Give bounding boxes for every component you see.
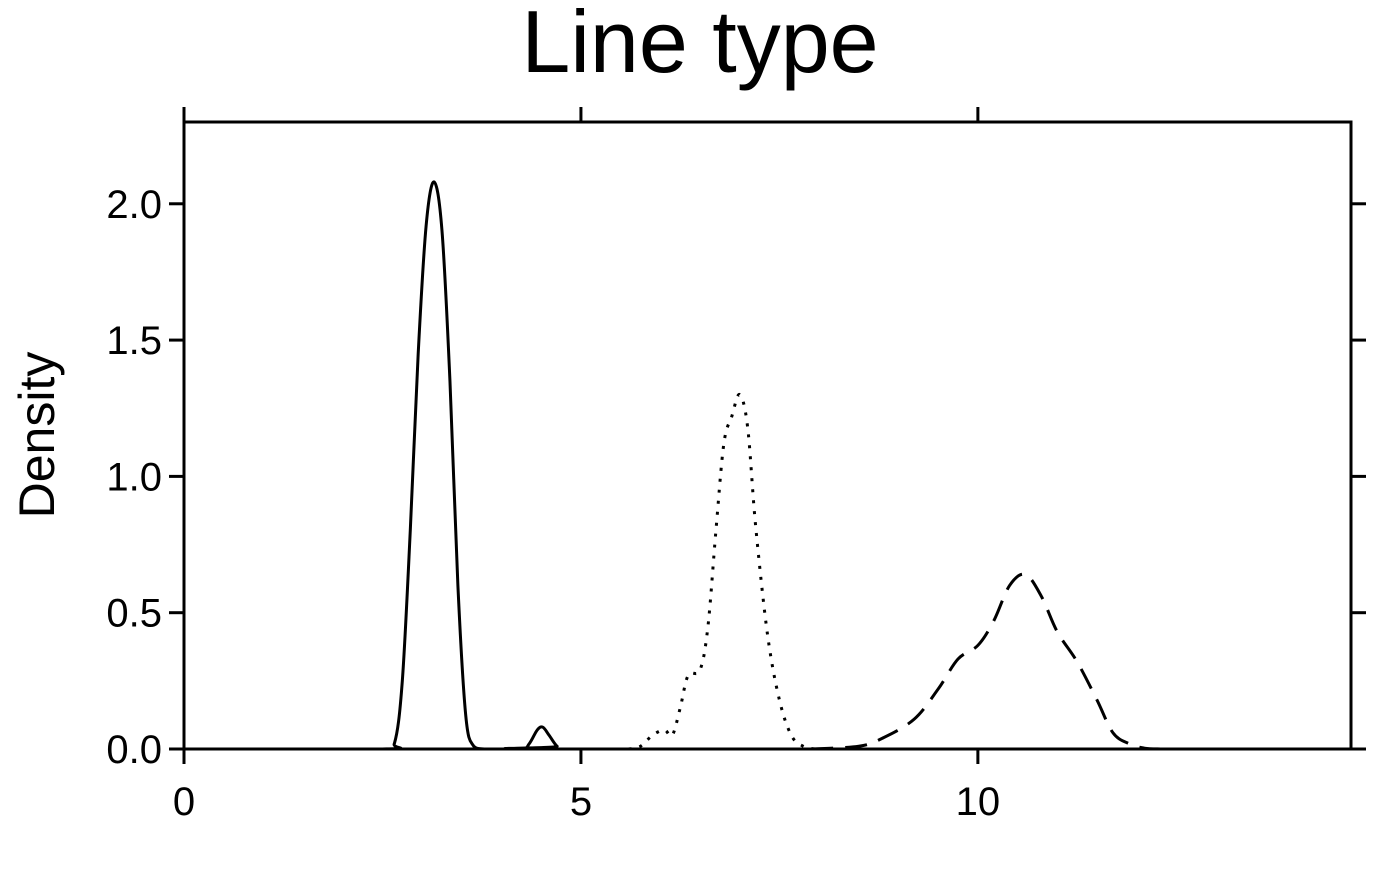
- chart-title: Line type: [521, 0, 878, 91]
- density-curve-dashed: [811, 572, 1161, 751]
- y-tick-label: 0.5: [106, 592, 162, 636]
- x-tick-label: 10: [956, 780, 1001, 824]
- x-tick-label: 5: [570, 780, 592, 824]
- y-tick-label: 2.0: [106, 183, 162, 227]
- x-tick-label: 0: [173, 780, 195, 824]
- y-tick-label: 1.0: [106, 455, 162, 499]
- density-curve-dotted: [628, 393, 816, 751]
- plot-frame: [182, 120, 1353, 751]
- y-tick-label: 1.5: [106, 319, 162, 363]
- axis-ticks: 0 5 10 0.0 0.5 1.0 1.5 2.0: [106, 107, 1366, 824]
- density-curves: [183, 180, 1351, 751]
- density-curve-solid: [183, 180, 1351, 751]
- y-tick-label: 0.0: [106, 728, 162, 772]
- y-axis-title: Density: [9, 352, 65, 519]
